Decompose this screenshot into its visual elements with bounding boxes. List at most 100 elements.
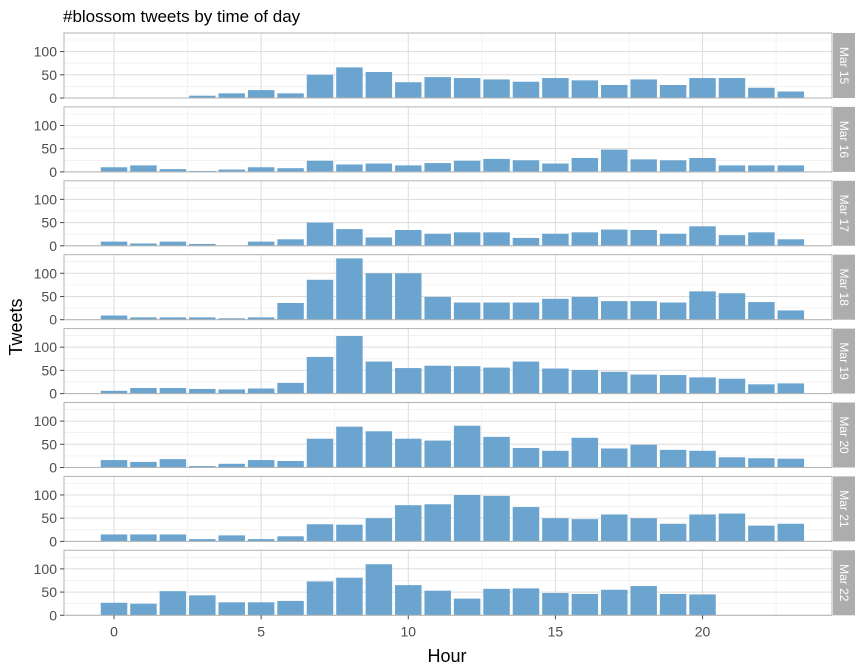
x-tick-label: 5 (257, 623, 265, 639)
bar (365, 564, 393, 616)
bar (159, 241, 187, 246)
bar (483, 367, 510, 394)
bar (601, 85, 628, 98)
bar (365, 163, 393, 172)
bar (718, 165, 746, 172)
bar (659, 449, 687, 468)
y-tick-label: 100 (34, 191, 58, 207)
bar (277, 536, 304, 542)
panel-border (63, 475, 833, 542)
bar (718, 378, 746, 394)
bar (365, 518, 393, 542)
bar (277, 302, 304, 320)
bar (189, 539, 216, 542)
y-tick-label: 100 (34, 561, 58, 577)
panel-border (63, 328, 833, 395)
bar (689, 450, 716, 468)
bar (130, 603, 157, 616)
panel-border (63, 402, 833, 468)
y-tick-label: 50 (41, 141, 57, 157)
bar (336, 229, 363, 246)
bar (453, 78, 481, 98)
bar (630, 586, 657, 616)
bar (659, 233, 687, 246)
bar (512, 507, 540, 542)
bar (601, 371, 628, 394)
bar (100, 167, 128, 172)
facet-strip-label: Mar 18 (837, 269, 851, 307)
bar (189, 317, 216, 320)
bar (659, 375, 687, 394)
y-tick-label: 100 (34, 413, 58, 429)
bar (365, 431, 393, 468)
bar (542, 518, 569, 542)
bar (100, 241, 128, 246)
bar (189, 95, 216, 98)
facet-panel: 0 50 100 Mar 16 (34, 106, 855, 180)
facet-strip-label: Mar 16 (837, 121, 851, 159)
facet-strip (833, 328, 855, 394)
bar (395, 585, 422, 616)
bar (542, 163, 569, 172)
facet-strip (833, 476, 855, 542)
bar (218, 169, 245, 172)
x-axis: 0 5 10 15 20 (110, 615, 711, 639)
bar (130, 534, 157, 542)
bar (365, 237, 393, 246)
bar (424, 504, 451, 542)
y-tick-label: 50 (41, 436, 57, 452)
bar (689, 594, 716, 616)
facet-panel: 0 50 100 Mar 18 (34, 254, 855, 328)
bar (483, 436, 510, 468)
facet-panel: 0 50 100 Mar 22 (34, 549, 855, 623)
y-tick-label: 50 (41, 67, 57, 83)
y-tick-label: 0 (49, 164, 57, 180)
facet-panels: 0 50 100 Mar 15 0 50 100 Mar 16 0 50 100 Mar 17 0 50 1… (34, 32, 855, 623)
bar (189, 243, 216, 246)
bar (512, 588, 540, 616)
bar (483, 302, 510, 320)
bar (336, 524, 363, 542)
bar (100, 390, 128, 394)
bar (689, 291, 716, 320)
bar (336, 577, 363, 616)
bar (512, 160, 540, 172)
bar (365, 273, 393, 320)
y-tick-label: 100 (34, 339, 58, 355)
bar (571, 80, 599, 98)
bar (630, 230, 657, 246)
bar (689, 226, 716, 246)
bar (130, 243, 157, 246)
bar (601, 448, 628, 468)
x-tick-label: 15 (548, 623, 564, 639)
bar (159, 591, 187, 616)
bar (306, 279, 334, 320)
bar (395, 82, 422, 98)
bar (247, 241, 275, 246)
bar (453, 160, 481, 172)
bar (100, 534, 128, 542)
bar (571, 157, 599, 172)
bar (630, 159, 657, 172)
bar (659, 302, 687, 320)
bar (571, 296, 599, 320)
y-tick-label: 100 (34, 487, 58, 503)
bar (218, 389, 245, 394)
facet-panel: 0 50 100 Mar 19 (34, 328, 855, 402)
bar (512, 237, 540, 246)
bar (277, 239, 304, 246)
facet-strip (833, 33, 855, 98)
bar (247, 460, 275, 468)
bar (748, 302, 775, 320)
bar (247, 167, 275, 172)
bar (512, 448, 540, 468)
bar (748, 87, 775, 98)
bar (218, 318, 245, 320)
bar (130, 317, 157, 320)
bar (218, 93, 245, 98)
bar (395, 438, 422, 468)
bar (306, 160, 334, 172)
facet-panel: 0 50 100 Mar 21 (34, 475, 855, 549)
bar (748, 232, 775, 246)
bar (395, 273, 422, 320)
